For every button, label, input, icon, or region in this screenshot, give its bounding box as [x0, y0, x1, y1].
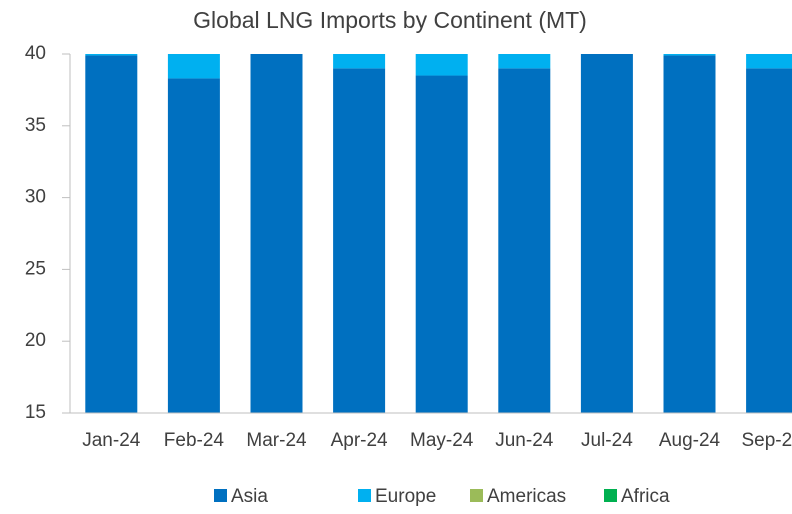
x-tick-label: Mar-24: [246, 430, 307, 451]
x-tick-label: May-24: [410, 430, 474, 451]
bar-segment: [85, 54, 138, 56]
bar-segment: [746, 54, 792, 69]
y-tick-label: 35: [25, 115, 46, 136]
x-tick-label: Feb-24: [164, 430, 225, 451]
x-tick-label: Jun-24: [495, 430, 554, 451]
legend-swatch: [358, 489, 371, 502]
legend-label: Africa: [621, 486, 670, 507]
bar-segment: [498, 54, 551, 69]
legend-label: Americas: [487, 486, 566, 507]
y-tick-label: 25: [25, 258, 46, 279]
legend-swatch: [214, 489, 227, 502]
bar-segment: [333, 54, 386, 69]
legend-swatch: [470, 489, 483, 502]
x-tick-label: Aug-24: [659, 430, 721, 451]
x-tick-label: Jan-24: [82, 430, 141, 451]
bar-segment: [746, 68, 792, 414]
bar-segment: [167, 54, 220, 79]
bar-segment: [85, 55, 138, 413]
x-tick-label: Sep-24: [741, 430, 792, 451]
y-tick-label: 30: [25, 187, 46, 208]
legend-swatch: [604, 489, 617, 502]
bar-segment: [333, 68, 386, 414]
bar-segment: [663, 54, 716, 56]
y-tick-label: 15: [25, 402, 46, 423]
y-tick-label: 40: [25, 43, 46, 64]
legend-label: Europe: [375, 486, 436, 507]
x-tick-label: Apr-24: [331, 430, 388, 451]
legend-label: Asia: [231, 486, 268, 507]
bar-segment: [580, 54, 633, 413]
bar-segment: [663, 55, 716, 413]
chart-title: Global LNG Imports by Continent (MT): [193, 7, 587, 33]
bar-segment: [415, 75, 468, 413]
bar-segment: [415, 54, 468, 76]
x-tick-label: Jul-24: [581, 430, 633, 451]
bar-segment: [250, 54, 303, 413]
y-tick-label: 20: [25, 330, 46, 351]
bar-segment: [167, 78, 220, 414]
bar-segment: [498, 68, 551, 414]
